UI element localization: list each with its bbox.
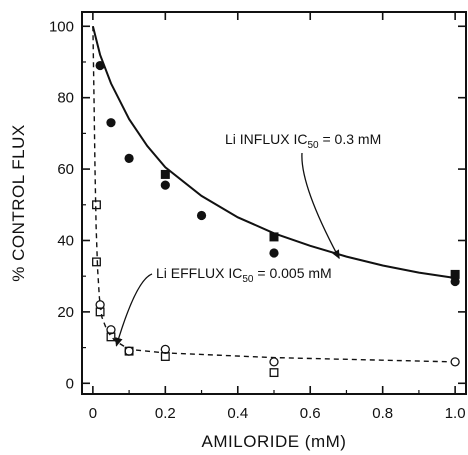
point-filled-circle bbox=[160, 180, 170, 190]
influx-annotation-main: Li INFLUX IC bbox=[225, 131, 307, 147]
point-filled-circle bbox=[196, 210, 207, 221]
point-open-circle bbox=[95, 300, 105, 310]
point-filled-circle bbox=[269, 248, 279, 258]
point-open-square bbox=[124, 346, 134, 356]
point-filled-circle bbox=[124, 153, 134, 163]
plot-frame bbox=[81, 11, 467, 395]
point-open-circle bbox=[160, 344, 170, 355]
x-tick-label: 0 bbox=[89, 405, 97, 422]
point-open-square bbox=[269, 368, 279, 378]
y-axis-ticks: 0 20 40 60 80 100 bbox=[49, 18, 466, 392]
point-open-circle bbox=[124, 346, 134, 356]
point-filled-circle bbox=[95, 60, 105, 71]
influx-annotation-sub: 50 bbox=[307, 140, 319, 151]
point-open-square bbox=[160, 352, 170, 361]
influx-arrow bbox=[301, 152, 340, 260]
point-filled-square bbox=[160, 169, 170, 179]
point-filled-circle bbox=[106, 118, 116, 128]
efflux-fit-curve bbox=[92, 26, 456, 363]
x-tick-label: 0.2 bbox=[155, 405, 176, 422]
point-filled-square bbox=[450, 269, 460, 279]
point-open-circle bbox=[269, 357, 279, 367]
efflux-annotation: Li EFFLUX IC50 = 0.005 mM bbox=[156, 265, 332, 285]
efflux-annotation-tail: = 0.005 mM bbox=[253, 265, 331, 281]
point-open-circle bbox=[450, 357, 460, 367]
y-tick-label: 0 bbox=[66, 375, 74, 392]
y-tick-label: 40 bbox=[57, 232, 74, 249]
influx-fit-curve bbox=[91, 26, 456, 279]
influx-annotation: Li INFLUX IC50 = 0.3 mM bbox=[225, 131, 381, 151]
point-open-square bbox=[95, 307, 105, 317]
x-tick-label: 0.4 bbox=[227, 405, 248, 422]
data-points bbox=[92, 60, 460, 378]
x-axis-ticks: 0 0.2 0.4 0.6 0.8 1.0 bbox=[89, 12, 466, 422]
y-axis-title: % CONTROL FLUX bbox=[9, 124, 28, 282]
efflux-annotation-main: Li EFFLUX IC bbox=[156, 265, 242, 281]
point-open-square bbox=[106, 332, 116, 342]
x-tick-label: 0.6 bbox=[300, 405, 321, 422]
y-tick-label: 100 bbox=[49, 18, 74, 35]
x-tick-label: 1.0 bbox=[445, 405, 466, 422]
point-filled-square bbox=[269, 232, 279, 242]
influx-annotation-tail: = 0.3 mM bbox=[319, 131, 382, 147]
fit-curves bbox=[91, 26, 456, 363]
point-open-square bbox=[92, 200, 101, 210]
efflux-annotation-sub: 50 bbox=[242, 274, 254, 285]
y-tick-label: 80 bbox=[57, 90, 74, 107]
y-tick-label: 60 bbox=[57, 161, 74, 178]
point-open-square bbox=[92, 257, 101, 267]
point-open-circle bbox=[106, 325, 116, 335]
y-tick-label: 20 bbox=[57, 304, 74, 321]
x-axis-title: AMILORIDE (mM) bbox=[202, 432, 347, 451]
point-filled-circle bbox=[450, 276, 460, 287]
efflux-arrow bbox=[114, 273, 153, 347]
x-tick-label: 0.8 bbox=[372, 405, 393, 422]
